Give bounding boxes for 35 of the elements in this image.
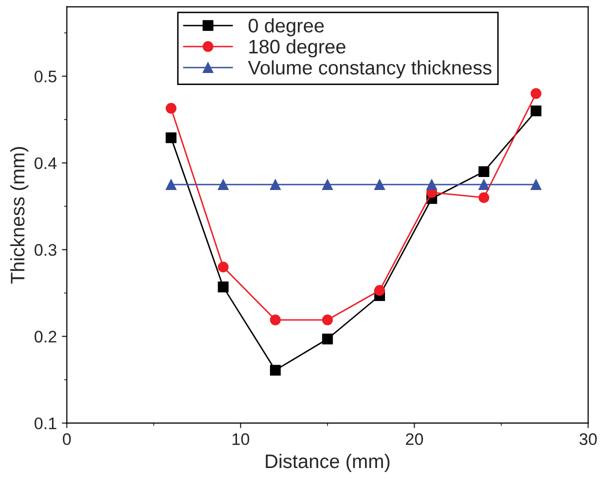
point (270, 364, 281, 376)
point (322, 334, 333, 344)
legend-label: Volume constancy thickness (248, 60, 492, 78)
y-tick-label: 0.5 (34, 70, 56, 82)
point (270, 314, 281, 326)
point (478, 179, 490, 190)
point (218, 282, 229, 292)
x-tick-label: 30 (580, 433, 597, 446)
point (478, 192, 490, 203)
point (166, 132, 176, 144)
x-tick-label: 20 (406, 433, 423, 446)
point (270, 179, 281, 190)
point (322, 314, 333, 326)
point (166, 102, 176, 114)
x-tick-label: 10 (232, 433, 250, 446)
point (374, 285, 385, 296)
x-axis-title: Distance (mm) (266, 454, 390, 472)
point (374, 179, 385, 190)
y-axis-title: Thickness (mm) (10, 147, 28, 284)
point (218, 262, 229, 272)
y-tick-label: 0.1 (34, 417, 56, 430)
point (478, 166, 490, 177)
legend-label: 0 degree (248, 18, 324, 36)
y-tick-label: 0.3 (34, 244, 56, 256)
point (530, 179, 542, 190)
point (218, 179, 229, 190)
legend-label: 180 degree (249, 39, 346, 58)
point (166, 179, 176, 190)
y-tick-label: 0.2 (34, 330, 56, 343)
y-tick-label: 0.4 (34, 157, 57, 170)
point (426, 179, 438, 190)
point (530, 106, 542, 116)
x-tick-label: 0 (62, 433, 71, 446)
point (530, 88, 542, 99)
point (322, 179, 333, 190)
